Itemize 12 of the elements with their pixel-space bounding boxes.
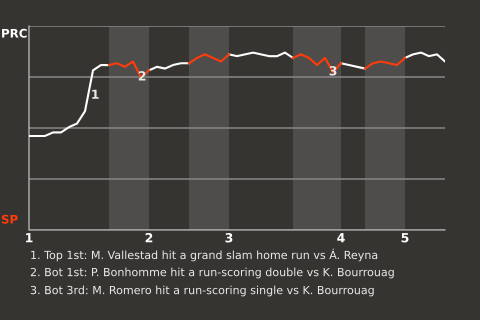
- text: 3. Bot 3rd: M. Romero hit a run-scoring single vs K. Bourrouag: [30, 286, 374, 296]
- x-tick-label: 4: [337, 233, 345, 242]
- text: 1. Top 1st: M. Vallestad hit a grand slam home run vs Á. Reyna: [31, 248, 378, 262]
- x-tick-label: 2: [146, 233, 152, 242]
- text: 2. Bot 1st: P. Bonhomme hit a run-scoring double vs K. Bourrouag: [30, 268, 394, 278]
- annotation: 1: [92, 90, 99, 99]
- x-tick-label: 5: [402, 233, 408, 242]
- text: SP: [2, 214, 18, 224]
- text: PRC: [2, 28, 27, 38]
- x-tick-label: 3: [225, 233, 232, 242]
- x-tick-label: 1: [26, 233, 32, 242]
- annotation: 3: [330, 66, 336, 76]
